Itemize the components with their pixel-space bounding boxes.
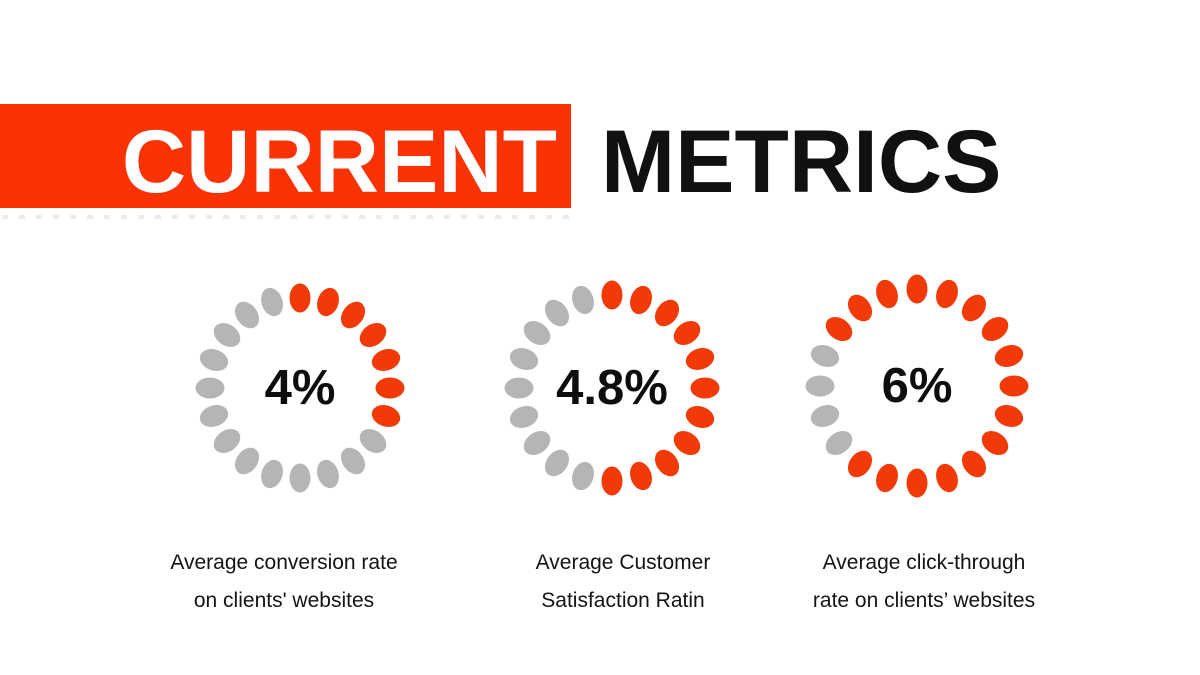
header-title-highlight: CURRENT <box>121 111 557 211</box>
gauge-dot-filled <box>683 344 718 374</box>
gauge-dot-empty <box>807 401 842 431</box>
gauge-dot-empty <box>504 377 534 399</box>
gauge-dot-filled <box>842 446 878 483</box>
dashed-underline <box>2 215 572 219</box>
gauge-dot-empty <box>820 425 857 461</box>
gauge-dot-filled <box>669 316 706 351</box>
caption-line: on clients' websites <box>193 589 375 612</box>
gauge-dot-filled <box>354 318 391 353</box>
gauge-value: 4.8% <box>556 361 668 415</box>
gauge-dot-empty <box>195 377 225 399</box>
gauge-dot-filled <box>999 375 1029 397</box>
gauge-dot-empty <box>506 344 541 374</box>
gauge-dot-empty <box>805 375 835 397</box>
header-title-rest-wrap: METRICS <box>601 104 1002 211</box>
caption-line: Average conversion rate <box>170 551 398 574</box>
gauge-dot-filled <box>820 311 857 347</box>
gauge-dot-filled <box>842 289 878 326</box>
gauge-value: 6% <box>881 359 953 413</box>
header-title-rest: METRICS <box>601 111 1002 211</box>
gauge-dot-filled <box>683 402 718 432</box>
gauge-dot-empty <box>540 445 575 482</box>
gauge-dot-filled <box>992 341 1027 371</box>
gauge-dot-filled <box>368 401 403 431</box>
gauge-dot-filled <box>649 445 684 482</box>
gauge-dot-filled <box>992 401 1027 431</box>
gauge-dot-filled <box>872 461 902 496</box>
gauge-dot-filled <box>932 276 962 311</box>
gauge-dot-empty <box>257 285 287 320</box>
gauge-dot-filled <box>906 274 928 304</box>
gauge-dot-empty <box>197 345 232 375</box>
gauge-dot-empty <box>197 401 232 431</box>
gauge-dot-filled <box>956 446 992 483</box>
caption-line: Average click-through <box>822 551 1026 574</box>
gauge-dot-filled <box>601 466 623 496</box>
gauge-dot-filled <box>601 280 623 310</box>
gauge-dot-filled <box>977 311 1014 347</box>
gauge-dot-empty <box>230 442 265 479</box>
gauge-caption-customer-satisfaction: Average Customer Satisfaction Ratin <box>536 544 711 620</box>
gauge-dot-filled <box>690 377 720 399</box>
gauge-dot-empty <box>807 341 842 371</box>
gauge-dot-filled <box>932 461 962 496</box>
gauge-dot-filled <box>626 459 656 494</box>
gauge-dot-filled <box>313 285 343 320</box>
gauge-dot-filled <box>368 345 403 375</box>
gauge-dot-empty <box>289 463 311 493</box>
gauge-dot-filled <box>906 468 928 498</box>
gauge-dot-empty <box>257 456 287 491</box>
gauge-dot-filled <box>289 283 311 313</box>
gauge-caption-conversion-rate: Average conversion rate on clients' webs… <box>170 544 397 620</box>
gauge-dot-filled <box>872 276 902 311</box>
gauge-caption-click-through-rate: Average click-through rate on clients’ w… <box>813 544 1035 620</box>
caption-line: rate on clients’ websites <box>812 589 1036 612</box>
caption-line: Average Customer <box>535 551 711 574</box>
gauge-dot-filled <box>669 425 706 460</box>
gauge-dot-filled <box>375 377 405 399</box>
gauge-dot-filled <box>977 425 1014 461</box>
gauge-value: 4% <box>264 361 336 415</box>
caption-line: Satisfaction Ratin <box>541 589 705 612</box>
gauge-dot-empty <box>313 456 343 491</box>
gauge-dot-filled <box>626 282 656 317</box>
gauge-dot-empty <box>568 459 598 494</box>
header-band: CURRENT <box>0 104 571 211</box>
gauge-dot-empty <box>568 282 598 317</box>
gauge-dot-empty <box>506 402 541 432</box>
gauge-dot-filled <box>956 289 992 326</box>
